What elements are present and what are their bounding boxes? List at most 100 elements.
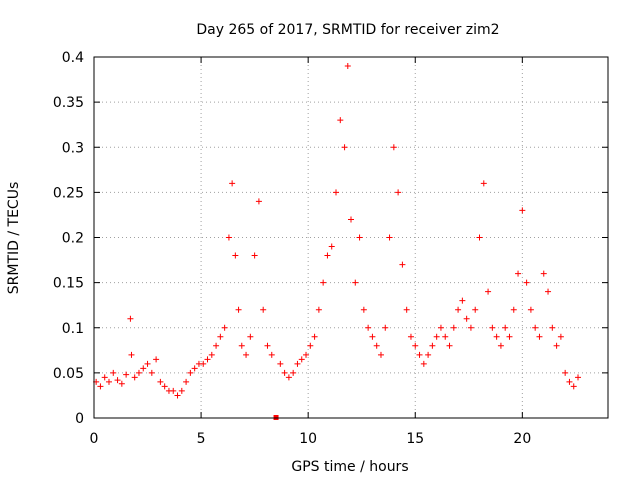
data-point: [97, 383, 104, 390]
data-point: [333, 189, 340, 196]
data-point: [373, 342, 380, 349]
data-point: [238, 342, 245, 349]
data-point: [135, 369, 142, 376]
plot-frame: [93, 56, 609, 419]
data-point: [290, 369, 297, 376]
data-point: [225, 234, 232, 241]
data-point: [153, 356, 160, 363]
data-point: [118, 380, 125, 387]
data-point: [437, 324, 444, 331]
data-point: [264, 342, 271, 349]
data-point: [532, 324, 539, 331]
data-point: [416, 351, 423, 358]
data-point: [386, 234, 393, 241]
data-point: [485, 288, 492, 295]
data-point: [341, 144, 348, 151]
data-point: [178, 387, 185, 394]
y-tick-label: 0.1: [62, 321, 84, 337]
data-point: [303, 351, 310, 358]
data-point: [229, 180, 236, 187]
data-point: [463, 315, 470, 322]
data-point: [311, 333, 318, 340]
y-tick-label: 0.2: [62, 231, 84, 247]
data-point: [472, 306, 479, 313]
data-point: [221, 324, 228, 331]
data-point: [549, 324, 556, 331]
grid-layer: [94, 57, 608, 418]
y-tick-label: 0: [75, 411, 84, 427]
data-point: [131, 374, 138, 381]
data-point: [545, 288, 552, 295]
data-point: [450, 324, 457, 331]
y-tick-label: 0.35: [53, 95, 84, 111]
points-layer: [93, 63, 582, 420]
data-point: [183, 378, 190, 385]
data-point: [294, 360, 301, 367]
data-point: [307, 342, 314, 349]
data-point: [285, 374, 292, 381]
data-point: [170, 387, 177, 394]
data-point: [191, 365, 198, 372]
data-point: [260, 306, 267, 313]
x-tick-label: 20: [513, 431, 531, 447]
data-point: [399, 261, 406, 268]
data-point: [510, 306, 517, 313]
data-point: [390, 144, 397, 151]
data-point: [527, 306, 534, 313]
data-point: [403, 306, 410, 313]
y-tick-label: 0.25: [53, 185, 84, 201]
data-point: [281, 369, 288, 376]
data-point: [566, 378, 573, 385]
data-point: [157, 378, 164, 385]
data-point: [382, 324, 389, 331]
data-point: [356, 234, 363, 241]
data-point: [540, 270, 547, 277]
data-point: [127, 315, 134, 322]
data-point: [114, 377, 121, 384]
x-tick-label: 0: [90, 431, 99, 447]
data-point: [204, 356, 211, 363]
data-point: [515, 270, 522, 277]
x-tick-label: 5: [197, 431, 206, 447]
data-point: [255, 198, 262, 205]
x-tick-label: 15: [406, 431, 424, 447]
data-point: [128, 351, 135, 358]
y-tick-label: 0.4: [62, 50, 84, 66]
data-point: [377, 351, 384, 358]
data-point: [243, 351, 250, 358]
data-point: [101, 374, 108, 381]
data-point: [315, 306, 322, 313]
data-point: [324, 252, 331, 259]
data-point: [502, 324, 509, 331]
data-point: [344, 63, 351, 70]
ticks-layer: 0 0.05 0.1 0.15 0.2 0.25 0.3 0.35 0.4 0 5 10 15 20: [53, 50, 608, 447]
data-point: [467, 324, 474, 331]
data-point: [235, 306, 242, 313]
data-point: [480, 180, 487, 187]
data-point: [442, 333, 449, 340]
data-point: [247, 333, 254, 340]
data-point: [174, 392, 181, 399]
data-point: [251, 252, 258, 259]
data-point: [562, 369, 569, 376]
data-point: [161, 383, 168, 390]
data-point: [337, 117, 344, 124]
data-point: [277, 360, 284, 367]
data-point: [352, 279, 359, 286]
data-point: [459, 297, 466, 304]
data-point: [489, 324, 496, 331]
data-point: [557, 333, 564, 340]
data-point: [519, 207, 526, 214]
data-point: [213, 342, 220, 349]
x-axis-label: GPS time / hours: [291, 459, 408, 475]
data-point: [425, 351, 432, 358]
data-point: [575, 374, 582, 381]
data-point: [365, 324, 372, 331]
data-point: [187, 369, 194, 376]
data-point: [412, 342, 419, 349]
data-point: [395, 189, 402, 196]
data-point: [446, 342, 453, 349]
x-tick-label: 10: [299, 431, 317, 447]
data-point: [506, 333, 513, 340]
data-point: [407, 333, 414, 340]
